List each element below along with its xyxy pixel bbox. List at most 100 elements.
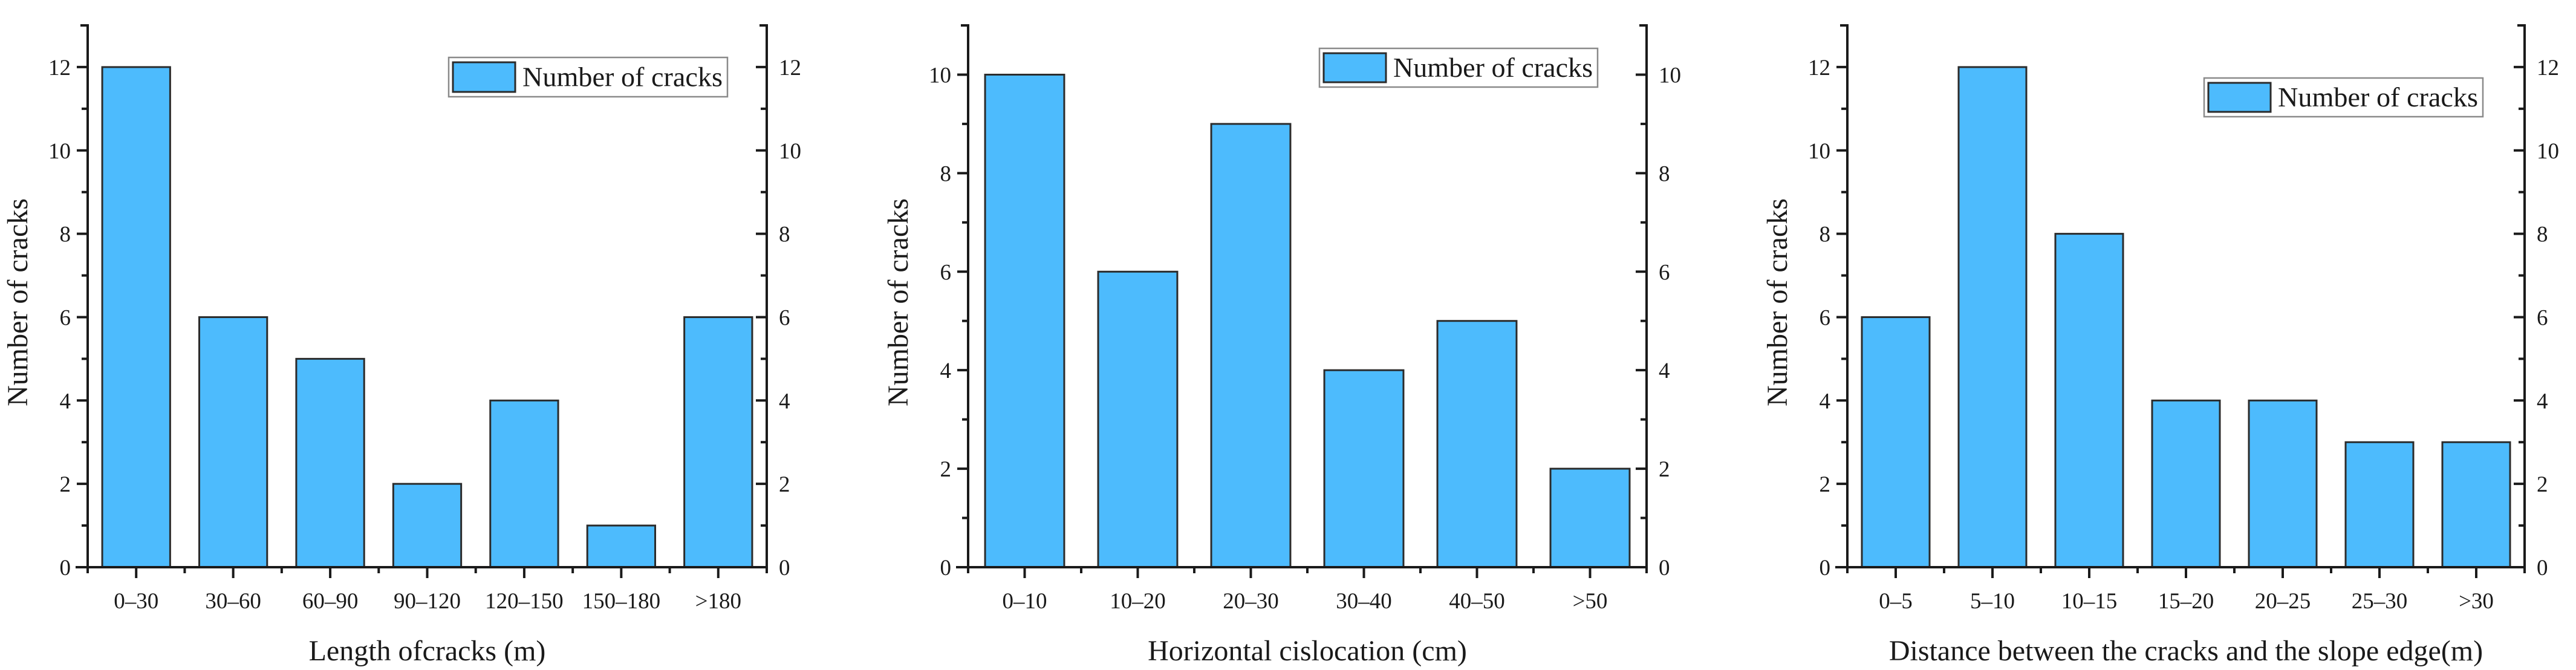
left-y-axis — [1840, 24, 1849, 567]
y-tick-label: 2 — [60, 472, 71, 497]
bars — [984, 73, 1631, 568]
bar-4 — [392, 483, 463, 568]
bar-5 — [2248, 399, 2318, 568]
y-tick-label: 6 — [940, 260, 952, 285]
x-tick-label: 120–150 — [485, 589, 564, 614]
bar-6 — [2344, 441, 2415, 568]
x-tick-label: 25–30 — [2352, 589, 2408, 614]
x-tick-label: >30 — [2459, 589, 2494, 614]
y2-tick-label: 2 — [2537, 472, 2548, 497]
y-tick-label: 6 — [60, 305, 71, 330]
y2-tick-label: 2 — [1659, 457, 1670, 482]
legend: Number of cracks — [2203, 77, 2484, 118]
y-tick-label: 12 — [1808, 56, 1830, 80]
bar-3 — [2054, 233, 2124, 568]
bar-1 — [101, 66, 171, 568]
chart-panel-3: 0 0 2 2 4 4 6 6 8 8 10 10 12 12 0–5 5–10 10–15 15–20 20–25… — [1761, 24, 2559, 667]
x-axis-title: Length ofcracks (m) — [309, 635, 546, 667]
legend: Number of cracks — [447, 56, 729, 98]
y2-tick-label: 12 — [2537, 56, 2559, 80]
x-tick-label: 90–120 — [394, 589, 461, 614]
y2-tick-label: 12 — [779, 56, 801, 80]
bar-3 — [1210, 123, 1292, 568]
bars — [1861, 66, 2511, 568]
y2-tick-label: 10 — [2537, 139, 2559, 164]
x-tick-label: >50 — [1573, 589, 1608, 614]
y-tick-label: 8 — [60, 223, 71, 247]
left-y-axis — [80, 24, 89, 567]
bar-2 — [1957, 66, 2028, 568]
bar-1 — [1861, 316, 1931, 568]
bar-5 — [1436, 320, 1518, 568]
bar-6 — [586, 524, 657, 568]
x-tick-label: 150–180 — [582, 589, 661, 614]
bar-6 — [1549, 467, 1631, 568]
x-tick-label: 0–10 — [1003, 589, 1047, 614]
y-tick-label: 10 — [48, 139, 71, 164]
bar-4 — [1323, 369, 1405, 568]
y2-tick-label: 8 — [2537, 223, 2548, 247]
y-axis-title: Number of cracks — [882, 198, 914, 406]
bar-7 — [683, 316, 753, 568]
y2-tick-label: 4 — [1659, 359, 1670, 383]
y2-tick-label: 0 — [1659, 556, 1670, 581]
y-tick-label: 8 — [940, 161, 952, 186]
legend-label: Number of cracks — [2278, 82, 2478, 112]
y-tick-label: 12 — [48, 56, 71, 80]
legend-swatch — [1322, 52, 1387, 83]
chart-panel-1: 0 0 2 2 4 4 6 6 8 8 10 10 12 12 0–30 30–60 60–90 90–120 12… — [2, 24, 801, 667]
y2-tick-label: 10 — [779, 139, 801, 164]
y2-tick-label: 0 — [779, 556, 790, 581]
bar-1 — [984, 73, 1065, 568]
y-tick-label: 4 — [60, 389, 71, 414]
x-axis-title: Horizontal cislocation (cm) — [1148, 635, 1467, 667]
y-tick-label: 0 — [940, 556, 952, 581]
x-tick-label: 15–20 — [2158, 589, 2214, 614]
x-tick-label: 20–25 — [2255, 589, 2311, 614]
legend-label: Number of cracks — [1393, 52, 1593, 83]
bar-4 — [2151, 399, 2221, 568]
y-tick-label: 2 — [1820, 472, 1831, 497]
y2-tick-label: 6 — [1659, 260, 1670, 285]
y-tick-label: 10 — [929, 63, 951, 88]
bars — [101, 66, 753, 568]
bar-5 — [489, 399, 559, 568]
y2-tick-label: 8 — [1659, 161, 1670, 186]
bar-2 — [1097, 270, 1179, 568]
right-y-axis — [1639, 24, 1648, 567]
y2-tick-label: 4 — [2537, 389, 2548, 414]
x-tick-label: 60–90 — [302, 589, 359, 614]
right-y-axis — [759, 24, 768, 567]
x-tick-label: 30–60 — [205, 589, 261, 614]
axes: 0 0 2 2 4 4 6 6 8 8 10 10 12 12 0–30 30–60 60–90 90–120 12… — [48, 24, 801, 614]
y-tick-label: 8 — [1820, 223, 1831, 247]
x-tick-label: 0–5 — [1879, 589, 1913, 614]
legend-swatch — [2207, 82, 2272, 113]
x-tick-label: 20–30 — [1223, 589, 1279, 614]
chart-panel-2: 0 0 2 2 4 4 6 6 8 8 10 10 0–10 10–20 20–30 30–40 40–50 >5… — [882, 24, 1681, 667]
y-tick-label: 0 — [1820, 556, 1831, 581]
x-tick-label: 10–15 — [2061, 589, 2118, 614]
y2-tick-label: 10 — [1659, 63, 1681, 88]
x-tick-label: 40–50 — [1449, 589, 1505, 614]
y2-tick-label: 6 — [2537, 305, 2548, 330]
y2-tick-label: 8 — [779, 223, 790, 247]
y-axis-title: Number of cracks — [1761, 198, 1794, 406]
axes: 0 0 2 2 4 4 6 6 8 8 10 10 12 12 0–5 5–10 10–15 15–20 20–25… — [1808, 24, 2559, 614]
y-tick-label: 4 — [1820, 389, 1831, 414]
y-tick-label: 2 — [940, 457, 952, 482]
axes: 0 0 2 2 4 4 6 6 8 8 10 10 0–10 10–20 20–30 30–40 40–50 >5… — [929, 24, 1681, 614]
y-tick-label: 4 — [940, 359, 952, 383]
y2-tick-label: 6 — [779, 305, 790, 330]
x-tick-label: >180 — [695, 589, 741, 614]
legend-swatch — [452, 61, 516, 93]
x-tick-label: 30–40 — [1336, 589, 1392, 614]
right-y-axis — [2517, 24, 2526, 567]
x-axis-title: Distance between the cracks and the slop… — [1889, 635, 2483, 667]
y2-tick-label: 2 — [779, 472, 790, 497]
y-axis-title: Number of cracks — [2, 198, 34, 406]
y-tick-label: 0 — [60, 556, 71, 581]
bar-3 — [295, 357, 365, 568]
bar-2 — [198, 316, 268, 568]
